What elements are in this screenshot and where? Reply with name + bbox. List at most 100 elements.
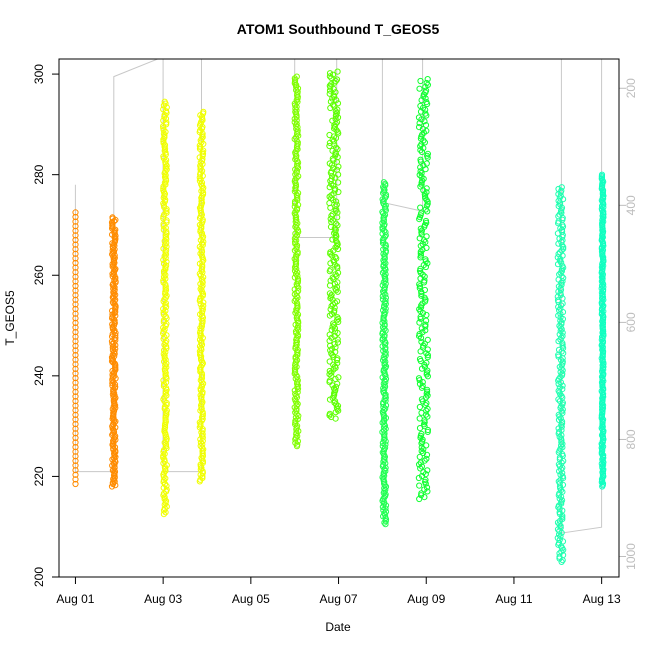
data-point — [422, 327, 429, 334]
data-point — [334, 209, 341, 216]
data-point — [382, 180, 389, 187]
data-point — [423, 359, 430, 366]
y-tick-label: 260 — [32, 265, 46, 285]
data-point — [418, 430, 425, 437]
data-point — [329, 236, 336, 243]
data-point — [199, 167, 206, 174]
flight-series-1 — [72, 209, 79, 488]
x-tick-label: Aug 03 — [144, 592, 182, 606]
data-point — [161, 111, 168, 119]
data-point — [559, 418, 566, 425]
data-point — [600, 262, 607, 269]
data-point — [326, 160, 333, 167]
data-point — [421, 273, 428, 280]
data-point — [556, 249, 564, 256]
data-point — [422, 194, 429, 202]
flight-series-7 — [379, 179, 390, 528]
data-point — [599, 456, 606, 463]
x-tick-label: Aug 01 — [56, 592, 94, 606]
data-point — [421, 286, 428, 294]
data-point — [600, 254, 607, 261]
data-point — [163, 217, 170, 224]
data-point — [333, 166, 341, 173]
data-point — [160, 187, 167, 194]
data-point — [72, 352, 79, 359]
data-point — [332, 387, 339, 394]
data-point — [422, 394, 430, 401]
data-point — [598, 171, 606, 178]
data-point — [598, 244, 606, 251]
data-point — [423, 350, 430, 357]
data-point — [557, 269, 564, 276]
data-point — [418, 292, 425, 299]
data-point — [197, 324, 204, 331]
data-point — [160, 215, 167, 222]
data-point — [598, 205, 605, 212]
data-point — [599, 433, 607, 440]
data-point — [599, 406, 606, 413]
data-point — [598, 444, 605, 452]
data-point — [328, 81, 335, 88]
data-point — [416, 124, 423, 131]
data-point — [600, 208, 607, 215]
data-point — [380, 357, 387, 364]
data-point — [72, 287, 79, 294]
data-point — [556, 553, 563, 560]
trajectory-layer — [74, 59, 603, 534]
data-point — [424, 428, 431, 435]
data-point — [326, 184, 333, 191]
data-point — [416, 171, 423, 179]
data-point — [599, 202, 606, 210]
data-point — [160, 138, 167, 145]
data-point — [599, 312, 607, 319]
data-point — [423, 317, 430, 324]
data-point — [72, 430, 79, 437]
data-point — [334, 314, 341, 321]
data-point — [72, 338, 79, 345]
x-tick-label: Aug 09 — [407, 592, 445, 606]
data-point — [418, 338, 425, 345]
data-point — [160, 226, 167, 233]
data-point — [424, 388, 431, 395]
data-point — [328, 326, 335, 333]
data-point — [420, 446, 427, 453]
data-point — [333, 144, 340, 151]
data-point — [423, 311, 430, 319]
data-point — [331, 307, 338, 314]
data-point — [423, 400, 430, 407]
data-point — [162, 266, 169, 273]
data-point — [600, 286, 607, 294]
data-point — [379, 230, 386, 237]
data-point — [72, 439, 79, 446]
data-point — [417, 168, 424, 175]
flight-series-2 — [108, 214, 119, 490]
data-point — [381, 499, 388, 506]
data-point — [72, 476, 79, 483]
data-point — [334, 402, 342, 409]
data-point — [72, 457, 79, 464]
data-point — [423, 455, 430, 462]
data-point — [328, 176, 335, 183]
data-point — [293, 73, 300, 80]
data-point — [326, 358, 333, 365]
data-point — [600, 462, 607, 469]
data-point — [326, 337, 333, 344]
data-point — [327, 249, 334, 256]
data-point — [72, 250, 79, 257]
y-tick-label: 240 — [32, 366, 46, 386]
data-point — [417, 265, 424, 272]
data-point — [419, 177, 426, 184]
data-point — [329, 323, 336, 330]
data-point — [418, 448, 425, 455]
data-point — [332, 185, 339, 192]
data-point — [334, 68, 341, 75]
data-point — [72, 227, 79, 234]
data-point — [418, 173, 425, 180]
data-point — [418, 490, 425, 497]
data-point — [558, 204, 566, 211]
data-point — [291, 247, 298, 254]
data-point — [72, 329, 79, 336]
data-point — [422, 323, 429, 330]
data-point — [162, 115, 170, 122]
data-point — [326, 131, 333, 139]
